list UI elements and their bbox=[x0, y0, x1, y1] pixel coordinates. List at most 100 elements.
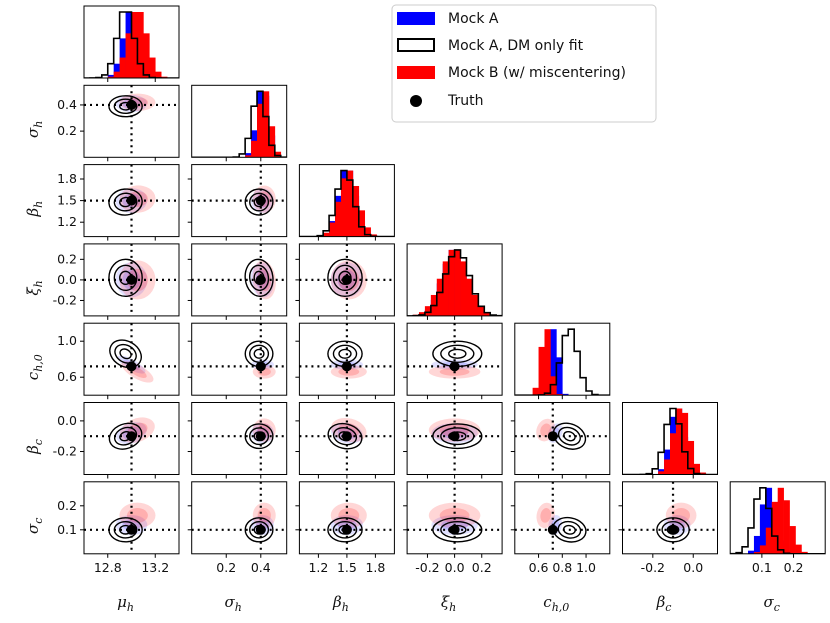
truth-marker bbox=[449, 361, 460, 372]
histogram-bar bbox=[550, 376, 557, 396]
x-tick-label-sigma_c: 0.2 bbox=[784, 560, 804, 575]
density-blob bbox=[428, 502, 481, 529]
y-tick-label-c_h0: 1.0 bbox=[57, 333, 77, 348]
histogram-bar bbox=[257, 103, 264, 158]
truth-marker bbox=[449, 431, 460, 442]
contour-ring bbox=[327, 258, 363, 298]
density-blob bbox=[439, 508, 470, 523]
y-tick-label-sigma_h: 0.2 bbox=[57, 123, 77, 138]
legend-swatch-mock-b bbox=[397, 66, 435, 79]
y-tick-label-xi_h: -0.2 bbox=[53, 292, 77, 307]
histogram-bar bbox=[436, 278, 444, 316]
histogram-bar bbox=[670, 433, 677, 475]
contour-ring bbox=[108, 95, 143, 118]
y-tick-label-c_h0: 0.6 bbox=[57, 369, 77, 384]
truth-marker bbox=[126, 99, 137, 110]
legend-swatch-mock-a bbox=[397, 12, 435, 25]
legend-frame bbox=[391, 4, 657, 123]
histogram-bar bbox=[801, 551, 808, 554]
contour-ring bbox=[119, 348, 132, 360]
histogram-bar bbox=[556, 357, 563, 396]
x-tick-label-beta_h: 1.8 bbox=[365, 560, 385, 575]
y-tick-label-beta_h: 1.8 bbox=[57, 171, 77, 186]
histogram-bar bbox=[107, 76, 114, 78]
histogram-bar bbox=[484, 312, 491, 316]
truth-marker bbox=[126, 361, 137, 372]
contour-ring bbox=[448, 348, 467, 359]
truth-marker bbox=[255, 431, 266, 442]
histogram-bar bbox=[466, 278, 473, 316]
histogram-bar bbox=[753, 552, 761, 554]
histogram-bar bbox=[119, 57, 126, 78]
truth-marker bbox=[341, 431, 352, 442]
x-axis-label-c_h0: ch,0 bbox=[543, 593, 569, 614]
contours-sigma_c-vs-xi_h bbox=[407, 481, 503, 554]
histogram-bar bbox=[664, 459, 671, 475]
contour-ring bbox=[327, 422, 363, 450]
panel-frame-sigma_c-sigma_h bbox=[191, 481, 288, 555]
histogram-bar bbox=[329, 222, 336, 237]
axes-layer bbox=[80, 5, 826, 558]
contours-beta_h-vs-sigma_h bbox=[191, 164, 287, 237]
histogram-bar bbox=[699, 472, 706, 475]
y-tick-label-beta_c: -0.2 bbox=[53, 444, 77, 459]
x-tick-label-beta_h: 1.5 bbox=[337, 560, 357, 575]
x-tick-label-beta_c: 0.0 bbox=[683, 560, 703, 575]
contour-ring bbox=[332, 264, 358, 292]
histogram-bar bbox=[107, 74, 114, 78]
histogram-bar bbox=[274, 151, 282, 158]
x-axis-label-sigma_h: σh bbox=[225, 593, 242, 614]
x-tick-label-mu_h: 12.8 bbox=[94, 560, 122, 575]
histogram-bar bbox=[323, 232, 330, 237]
histogram-bar bbox=[155, 71, 162, 78]
histogram-bar bbox=[675, 408, 683, 475]
contour-ring bbox=[108, 258, 143, 298]
legend: Mock A Mock A, DM only fit Mock B (w/ mi… bbox=[391, 4, 657, 123]
x-tick-label-sigma_c: 0.1 bbox=[752, 560, 772, 575]
contour-ring bbox=[244, 258, 274, 297]
panel-frame-sigma_h-sigma_h bbox=[191, 84, 288, 158]
histogram-bar bbox=[748, 550, 755, 554]
legend-label-mock-b: Mock B (w/ miscentering) bbox=[448, 65, 626, 81]
histogram-bar bbox=[460, 261, 467, 316]
histogram-bar bbox=[472, 294, 479, 316]
contour-ring bbox=[552, 422, 587, 450]
contour-ring bbox=[563, 430, 576, 442]
contours-xi_h-vs-beta_h bbox=[299, 243, 395, 316]
legend-label-truth: Truth bbox=[447, 93, 484, 109]
contour-ring bbox=[448, 431, 467, 442]
contour-layer bbox=[84, 11, 826, 554]
panel-frame-beta_c-beta_c bbox=[622, 402, 718, 475]
histogram-bar bbox=[364, 227, 371, 237]
panel-frame-beta_c-mu_h bbox=[83, 402, 180, 475]
y-axis-label-beta_h: βh bbox=[24, 201, 45, 218]
histogram-bar bbox=[783, 500, 790, 554]
histogram-bar bbox=[532, 387, 539, 396]
histogram-mock-a-dm-only-fit-xi_h bbox=[407, 249, 503, 316]
histogram-bar bbox=[245, 153, 252, 158]
legend-label-dm-only: Mock A, DM only fit bbox=[448, 38, 584, 54]
histogram-bar bbox=[538, 346, 545, 396]
truth-marker bbox=[126, 431, 137, 442]
y-axis-label-beta_c: βc bbox=[24, 439, 45, 455]
truth-marker bbox=[255, 361, 266, 372]
truth-marker bbox=[126, 195, 137, 206]
density-blob bbox=[536, 502, 555, 529]
y-tick-label-xi_h: 0.2 bbox=[57, 251, 77, 266]
histogram-bar bbox=[765, 487, 773, 554]
contours-beta_h-vs-mu_h bbox=[84, 164, 179, 237]
histogram-bar bbox=[562, 393, 569, 396]
truth-marker bbox=[547, 524, 558, 535]
histogram-bar bbox=[681, 412, 689, 475]
histogram-bar bbox=[358, 210, 366, 237]
x-axis-label-sigma_c: σc bbox=[763, 593, 779, 614]
histogram-bar bbox=[352, 185, 360, 237]
contours-sigma_c-vs-beta_h bbox=[299, 481, 395, 554]
truth-marker bbox=[341, 361, 352, 372]
density-blob bbox=[540, 508, 551, 523]
contours-beta_c-vs-beta_h bbox=[299, 402, 395, 475]
x-axis-label-mu_h: μh bbox=[117, 593, 134, 614]
truth-marker bbox=[547, 431, 558, 442]
density-blob bbox=[330, 364, 367, 379]
x-tick-label-xi_h: -0.2 bbox=[415, 560, 439, 575]
